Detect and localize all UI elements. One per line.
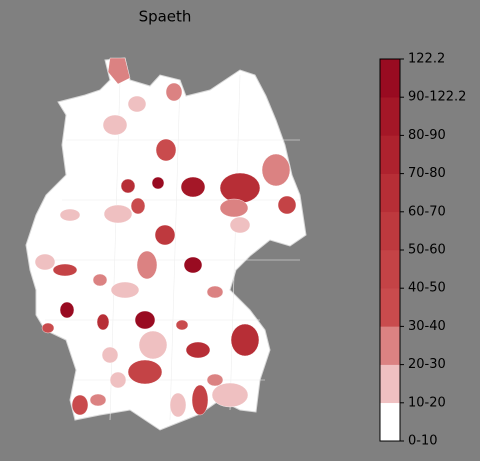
colorbar-tick-label: 30-40	[408, 319, 446, 334]
colorbar-tick-label: 70-80	[408, 166, 446, 181]
colorbar-segment	[379, 402, 401, 442]
colorbar-tick-label: 60-70	[408, 204, 446, 219]
colorbar-segment	[379, 249, 401, 289]
colorbar: 0-10 10-20 20-30 30-40 40-50 50-60 60-70 70-80 8…	[379, 52, 466, 449]
colorbar-segment	[379, 96, 401, 136]
colorbar-segment	[379, 287, 401, 327]
germany-map	[25, 57, 307, 431]
colorbar-tick-label: 50-60	[408, 243, 446, 258]
colorbar-tick-label: 122.2	[408, 52, 445, 67]
colorbar-tick-label: 40-50	[408, 281, 446, 296]
colorbar-segment	[379, 58, 401, 98]
colorbar-tick-label: 80-90	[408, 128, 446, 143]
colorbar-tick-label: 0-10	[408, 434, 438, 449]
colorbar-tick-label: 20-30	[408, 357, 446, 372]
colorbar-segment	[379, 364, 401, 404]
colorbar-segment	[379, 173, 401, 213]
colored-districts	[34, 57, 297, 418]
colorbar-segment	[379, 326, 401, 365]
colorbar-segment	[379, 135, 401, 174]
colorbar-segment	[379, 211, 401, 251]
colorbar-tick-label: 10-20	[408, 395, 446, 410]
map-title: Spaeth	[139, 8, 192, 26]
colorbar-tick-label: 90-122.2	[408, 90, 466, 105]
